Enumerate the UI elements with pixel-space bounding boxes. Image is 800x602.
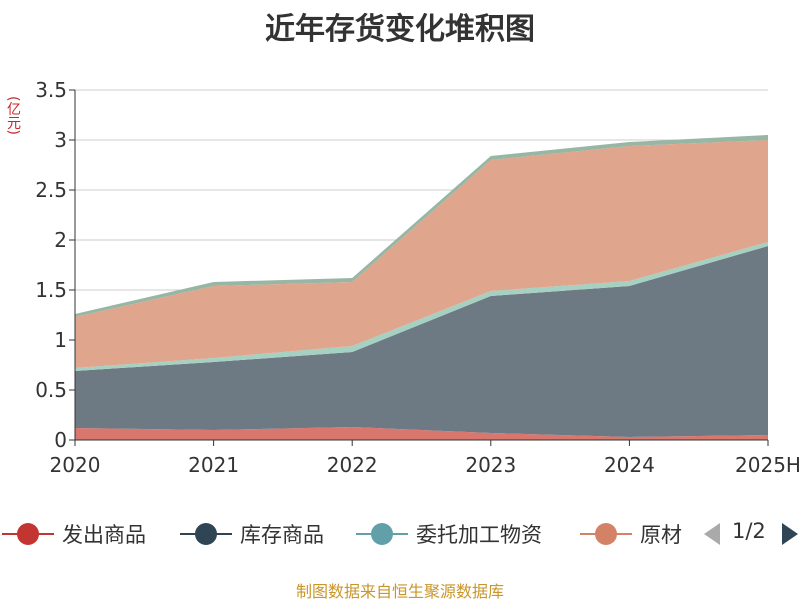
chevron-left-icon[interactable] [702,523,722,545]
area-series-1 [75,246,768,437]
y-tick-label: 0 [54,428,67,452]
legend-label: 原材料 [640,523,682,547]
legend-marker-finished-goods [180,523,232,545]
legend-pager: 1/2 [700,514,800,554]
y-tick-label: 0.5 [35,378,67,402]
y-tick-label: 1.5 [35,278,67,302]
legend-marker-shipped-goods [2,523,54,545]
legend-label: 库存商品 [240,523,324,547]
data-source-note: 制图数据来自恒生聚源数据库 [295,582,504,601]
legend-label: 发出商品 [62,523,146,547]
y-tick-label: 3.5 [35,78,67,102]
x-tick-label: 2023 [465,453,516,477]
y-tick-label: 3 [54,128,67,152]
x-tick-label: 2022 [327,453,378,477]
chevron-right-icon[interactable] [780,523,800,545]
x-tick-label: 2021 [188,453,239,477]
y-tick-label: 1 [54,328,67,352]
x-tick-label: 2020 [50,453,101,477]
legend-items: 发出商品 库存商品 委托加工物资 原材料 [0,514,682,554]
legend: 发出商品 库存商品 委托加工物资 原材料 1/2 [0,514,800,554]
legend-marker-consigned-materials [356,523,408,545]
x-tick-label: 2025H [735,453,800,477]
legend-marker-raw-materials [580,523,632,545]
y-tick-label: 2.5 [35,178,67,202]
pager-page-indicator: 1/2 [732,519,766,543]
legend-label: 委托加工物资 [416,523,542,547]
area-series-3 [75,140,768,368]
area-series-0 [75,427,768,440]
y-tick-label: 2 [54,228,67,252]
chart-title: 近年存货变化堆积图 [265,12,535,47]
x-tick-label: 2024 [604,453,655,477]
y-axis-unit: (亿元) [5,96,21,135]
area-series-4 [75,135,768,317]
